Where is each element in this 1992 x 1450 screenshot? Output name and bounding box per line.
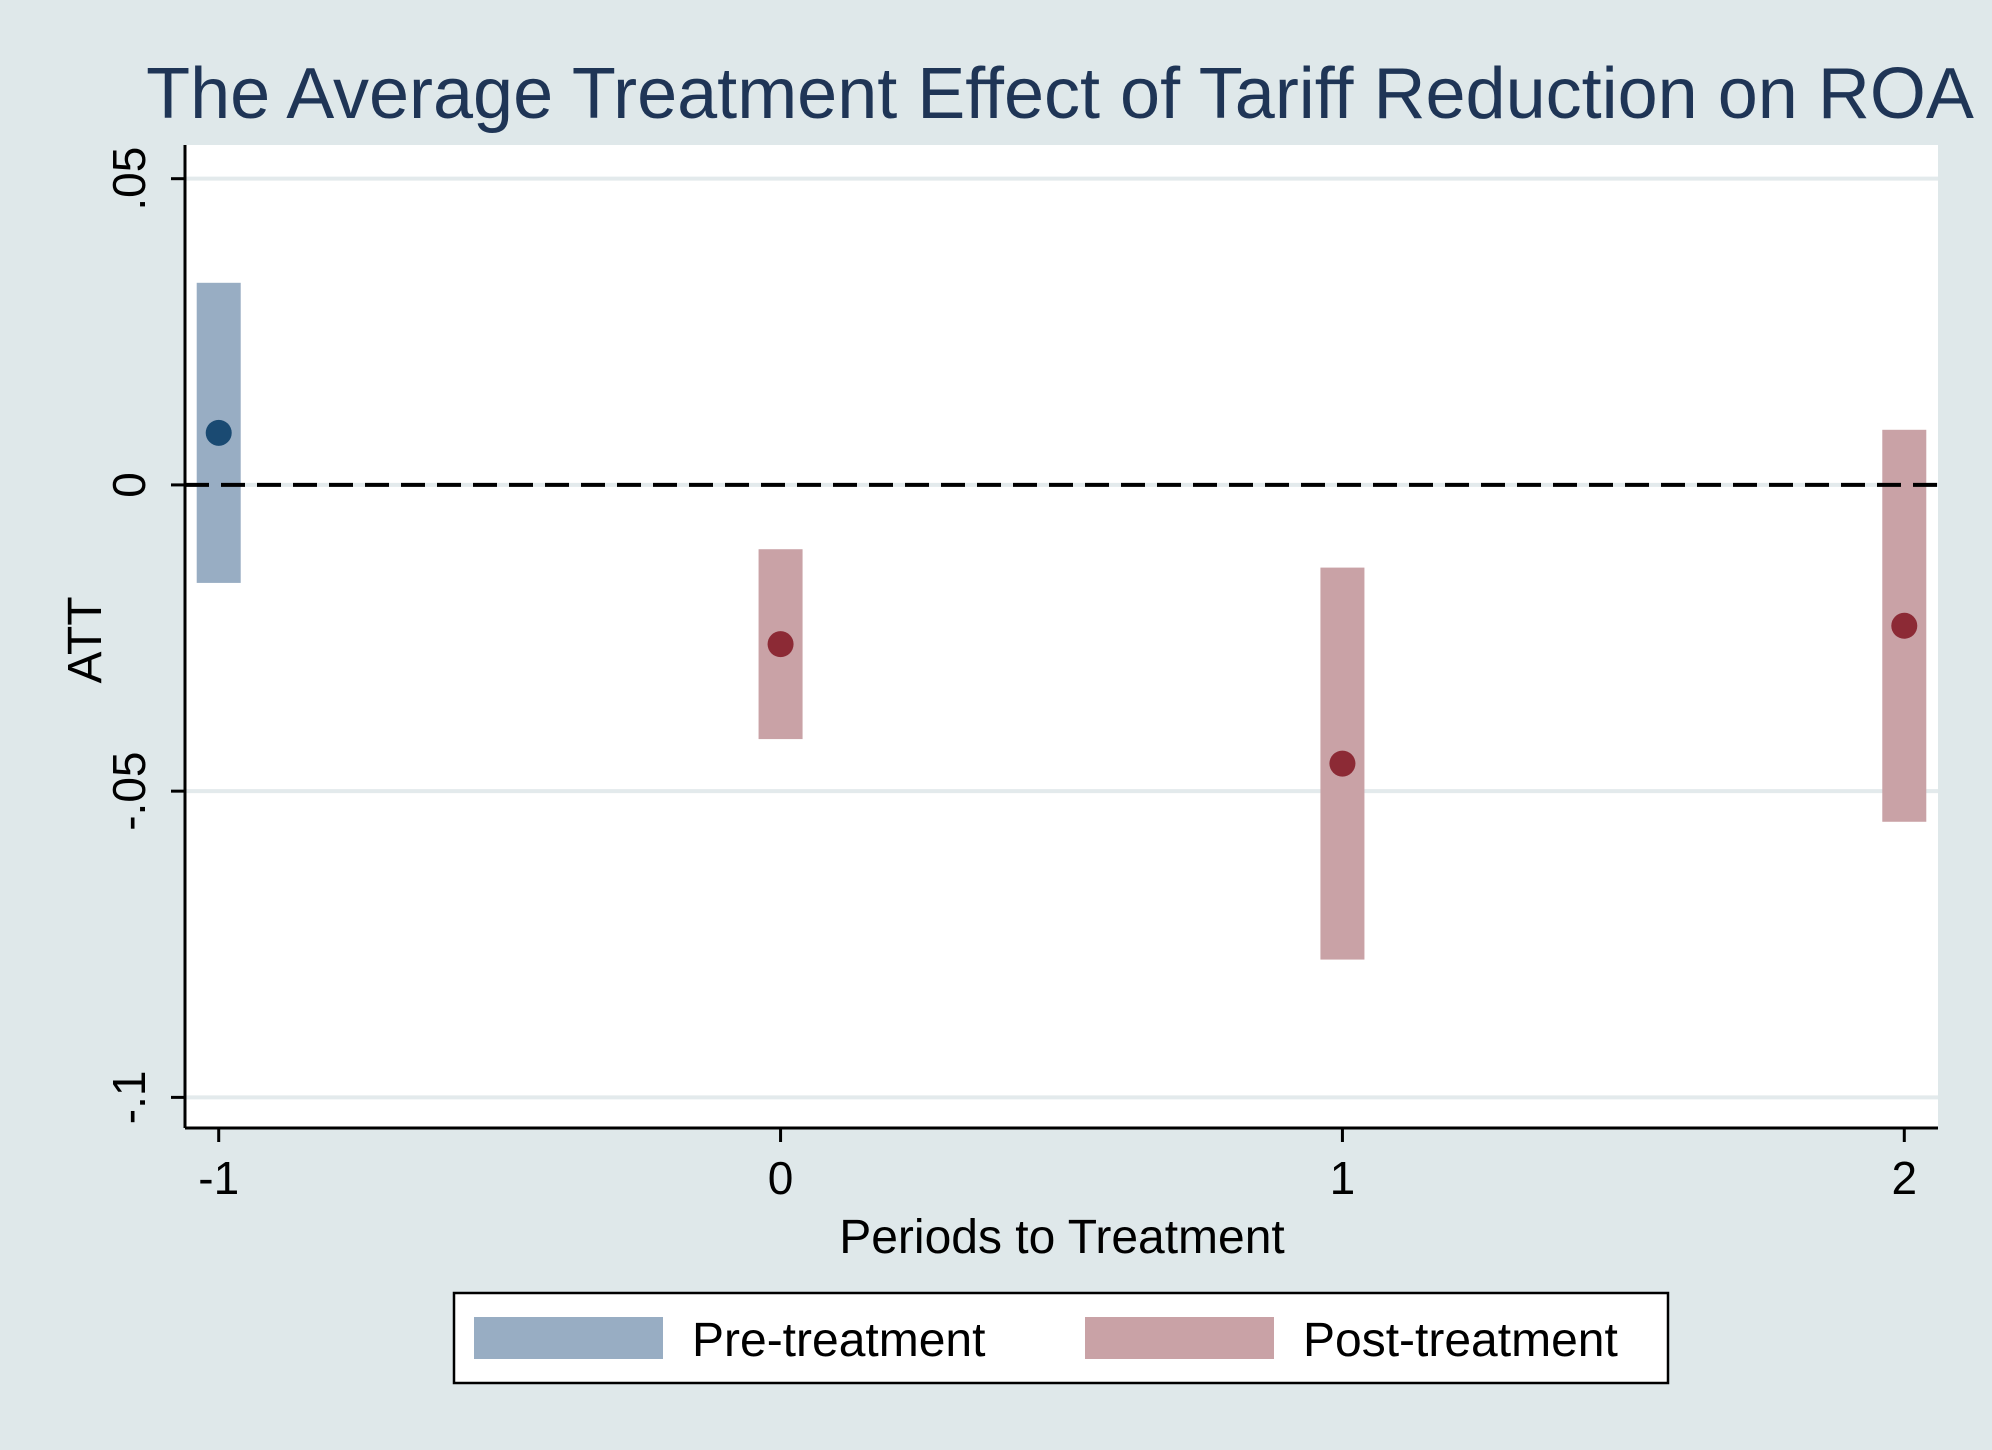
legend-label-pre-treatment: Pre-treatment: [692, 1314, 985, 1367]
y-tick-label: -.1: [103, 1071, 155, 1125]
x-tick-label: 1: [1330, 1152, 1356, 1204]
att-point: [767, 631, 794, 658]
legend-label-post-treatment: Post-treatment: [1303, 1314, 1618, 1367]
y-tick-label: -.05: [103, 752, 155, 831]
legend: Pre-treatment Post-treatment: [452, 1291, 1670, 1385]
att-point: [205, 419, 232, 446]
legend-swatch-pre-treatment: [474, 1317, 663, 1359]
y-axis-label: ATT: [59, 596, 112, 683]
x-tick-label: -1: [198, 1152, 239, 1204]
legend-swatch-post-treatment: [1085, 1317, 1274, 1359]
att-point: [1329, 750, 1356, 777]
y-tick-label: .05: [103, 147, 155, 211]
point-layer: [205, 419, 1918, 777]
x-axis-label: Periods to Treatment: [839, 1211, 1285, 1264]
plot-area: [185, 145, 1938, 1128]
x-tick-label: 2: [1891, 1152, 1917, 1204]
x-tick-label: 0: [768, 1152, 794, 1204]
chart-title: The Average Treatment Effect of Tariff R…: [146, 54, 1974, 134]
axis-layer: .05 0 -.05 -.1 -1 0 1 2: [103, 145, 1938, 1204]
att-point: [1891, 612, 1918, 639]
y-tick-label: 0: [103, 472, 155, 498]
